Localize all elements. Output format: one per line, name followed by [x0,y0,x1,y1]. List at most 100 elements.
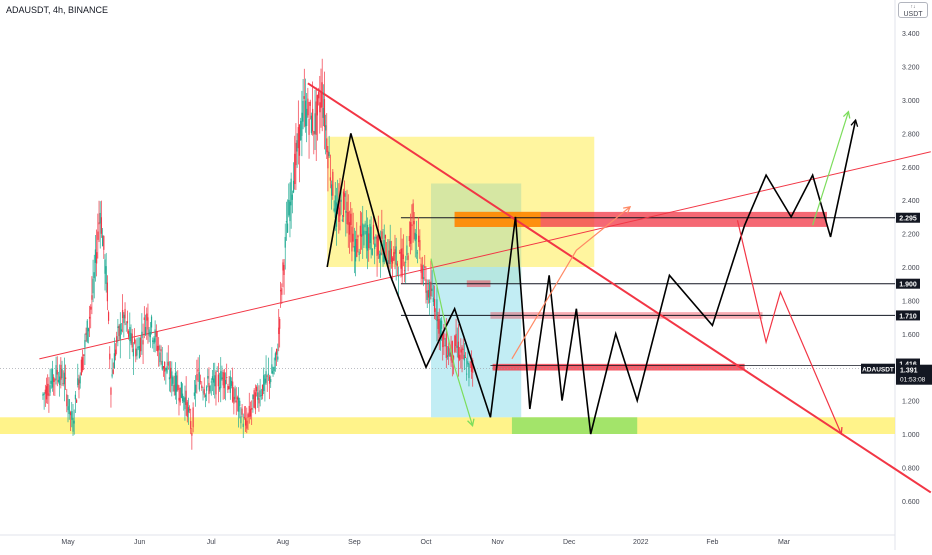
candle-body [147,317,148,329]
candle-body [415,233,416,241]
candle-body [287,224,288,233]
candle-body [144,317,145,320]
candle-body [47,384,48,396]
countdown-tag: 01:53:08 [900,377,926,384]
candle-body [237,397,238,399]
candle-body [258,398,259,403]
candle-body [160,349,161,351]
candle-body [178,398,179,401]
candle-body [191,433,192,436]
candle-body [229,386,230,389]
candle-body [72,418,73,432]
candle-body [157,346,158,351]
candle-body [234,388,235,399]
candle-body [84,340,85,347]
candle-body [404,270,405,271]
candle-body [277,357,278,360]
candle-body [393,252,394,260]
candle-body [96,252,97,263]
candle-body [427,291,428,300]
candle-body [152,340,153,342]
y-tick-label: 3.000 [902,98,920,105]
candle-body [341,200,342,202]
candle-body [348,212,349,225]
candle-body [95,249,96,262]
candle-body [465,357,466,358]
candle-body [247,414,248,418]
candle-body [324,99,325,127]
candle-body [220,371,221,388]
candle-body [411,224,412,226]
candle-body [264,379,265,385]
candle-body [61,369,62,378]
candle-body [439,319,440,334]
candle-body [408,256,409,260]
zone-8 [493,364,745,371]
candle-body [227,386,228,390]
candle-body [458,342,459,359]
x-tick-label: Sep [348,539,361,546]
candle-body [114,353,115,368]
candle-body [53,377,54,382]
candle-body [66,394,67,406]
candle-body [115,350,116,356]
candle-body [372,249,373,255]
candle-body [52,369,53,388]
candle-body [313,131,314,134]
candle-body [350,214,351,225]
zone-2 [431,267,521,417]
candle-body [81,360,82,376]
candle-body [460,349,461,352]
candle-body [464,355,465,360]
candle-body [332,172,333,196]
candle-body [288,200,289,216]
candle-body [351,227,352,252]
candle-body [193,407,194,427]
candle-body [310,102,311,106]
candle-body [76,400,77,403]
candle-body [308,119,309,135]
candle-body [149,329,150,335]
candle-body [82,357,83,370]
y-tick-label: 0.800 [902,465,920,472]
candle-body [330,177,331,180]
candle-body [433,298,434,302]
candle-body [138,346,139,348]
candle-body [168,362,169,366]
candle-body [306,109,307,126]
support-zone [0,417,895,434]
candle-body [343,191,344,216]
candle-body [164,362,165,372]
candle-body [359,252,360,255]
candle-body [435,315,436,316]
candle-body [153,338,154,344]
candle-body [268,374,269,375]
y-tick-label: 1.000 [902,432,920,439]
candle-body [357,235,358,237]
candle-body [199,372,200,389]
candle-body [94,272,95,278]
candle-body [263,375,264,391]
candle-body [249,406,250,417]
currency-badge[interactable]: ↑↓ USDT [898,2,928,18]
candle-body [275,353,276,360]
candle-body [64,373,65,385]
candle-body [424,266,425,268]
candle-body [194,392,195,395]
candle-body [394,249,395,254]
candle-body [139,346,140,358]
candle-body [110,388,111,395]
candle-body [252,395,253,399]
candle-body [112,374,113,376]
candle-body [292,195,293,200]
candle-body [77,378,78,385]
candle-body [170,368,171,379]
candle-body [366,231,367,248]
candle-body [109,354,110,360]
candle-body [140,338,141,351]
y-tick-label: 2.600 [902,165,920,172]
candle-body [166,366,167,372]
candle-body [151,317,152,328]
